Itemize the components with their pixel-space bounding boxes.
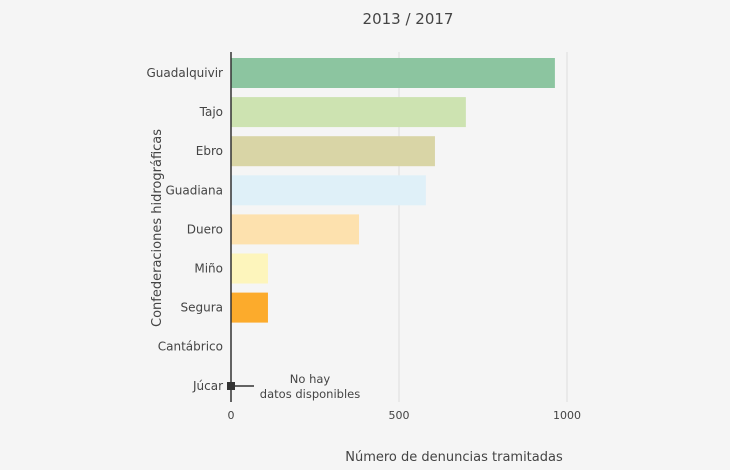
category-label: Duero: [187, 222, 223, 236]
bar: [231, 253, 268, 284]
category-label: Guadalquivir: [147, 66, 224, 80]
category-label: Miño: [194, 262, 223, 276]
no-data-marker: [227, 382, 235, 390]
category-label: Ebro: [196, 144, 223, 158]
y-axis-label: Confederaciones hidrográficas: [150, 129, 165, 327]
category-label: Segura: [180, 301, 223, 315]
category-label: Cantábrico: [158, 340, 223, 354]
x-axis-label: Número de denuncias tramitadas: [345, 450, 563, 465]
x-tick-label: 500: [389, 409, 410, 422]
chart-title: 2013 / 2017: [363, 10, 454, 28]
bar: [231, 175, 426, 206]
bar: [231, 136, 435, 167]
no-data-annotation: No hay datos disponibles: [227, 372, 360, 401]
bar: [231, 97, 466, 128]
category-label: Tajo: [199, 105, 223, 119]
x-tick-label: 1000: [553, 409, 581, 422]
category-label: Guadiana: [165, 183, 223, 197]
bar: [231, 58, 555, 88]
no-data-text-line2: datos disponibles: [260, 387, 360, 401]
x-tick-label: 0: [228, 409, 235, 422]
bar: [231, 214, 360, 245]
no-data-text-line1: No hay: [290, 372, 331, 386]
category-label: Júcar: [192, 379, 223, 393]
bar: [231, 292, 268, 323]
